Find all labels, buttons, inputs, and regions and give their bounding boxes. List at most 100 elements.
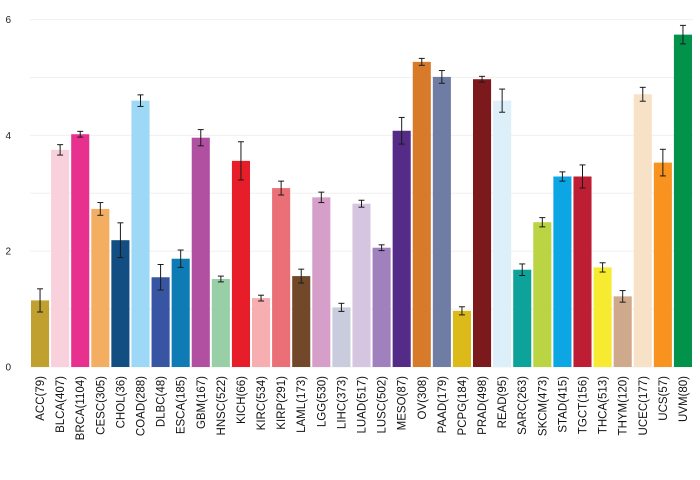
bar [332,307,351,367]
error-bar [499,88,506,113]
error-bar [97,202,104,216]
error-bar [599,262,606,273]
error-bar [157,264,164,291]
y-tick-label: 4 [5,131,11,142]
x-tick-label: COAD(288) [136,376,148,436]
x-tick-label: LUSC(502) [377,376,389,434]
error-bar [197,129,204,147]
bar [432,76,451,367]
error-bar [438,70,445,84]
error-bar [258,294,265,302]
x-tick-label: KIRP(291) [276,376,288,430]
x-tick-label: LAML(173) [296,376,308,433]
error-bar [458,306,465,316]
x-tick-label: DLBC(48) [156,376,168,427]
bar [111,240,130,367]
x-tick-label: SKCM(473) [537,376,549,436]
bar [131,100,150,367]
bar [533,222,552,367]
error-bar [177,249,184,268]
y-axis-ticks: 0 2 4 6 [5,15,11,373]
bar [452,310,471,367]
error-bar [579,164,586,189]
error-bar [137,94,144,107]
x-tick-label: READ(95) [497,376,509,429]
bar [613,296,632,367]
x-tick-label: ESCA(185) [176,376,188,434]
error-bar [639,86,646,102]
x-tick-label: STAD(415) [557,376,569,433]
x-tick-label: BRCA(1104) [75,376,87,441]
error-bar [358,199,365,208]
error-bar [338,302,345,312]
y-tick-label: 2 [5,247,11,258]
error-bar [298,268,305,284]
error-bar [659,148,666,177]
y-tick-label: 0 [5,363,11,374]
error-bar [479,75,486,83]
bar [292,276,311,367]
error-bar [37,288,44,313]
bar [513,269,532,367]
error-bar [559,171,566,182]
bar [473,79,492,367]
bar [211,278,230,367]
error-bar [539,217,546,228]
x-tick-label: UCS(57) [658,376,670,421]
x-tick-label: LGG(530) [316,376,328,427]
error-bar [278,180,285,196]
error-bar [117,222,124,259]
bar [91,208,110,367]
bar [51,149,70,367]
x-tick-label: PCPG(184) [457,376,469,436]
x-tick-label: GBM(167) [196,376,208,429]
x-axis-labels: ACC(79) BLCA(407) BRCA(1104) CESC(305) CHOL(… [35,376,690,441]
error-bar [217,275,224,283]
bar [372,247,391,367]
bar [392,130,411,367]
error-bars [37,24,686,316]
error-bar [237,141,244,181]
error-bar [57,144,64,156]
x-tick-label: LUAD(517) [357,376,369,434]
x-tick-label: TGCT(156) [578,376,590,434]
bar [493,100,512,367]
x-tick-label: KICH(66) [236,376,248,424]
error-bar [679,24,686,45]
bar [71,134,90,367]
bar [573,176,592,367]
error-bar [619,290,626,303]
error-bar [378,244,385,252]
x-tick-label: CESC(305) [95,376,107,435]
x-tick-label: LIHC(373) [336,376,348,429]
bar [593,267,612,367]
bars [31,34,692,367]
bar [31,300,50,367]
bar [352,203,371,367]
error-bar [418,57,425,66]
error-bar [318,191,325,204]
bar [171,258,190,367]
error-bar [519,263,526,277]
x-tick-label: PRAD(498) [477,376,489,435]
x-tick-label: THCA(513) [598,376,610,434]
x-tick-label: UCEC(177) [638,376,650,436]
bar [191,137,210,367]
bar [653,162,672,367]
x-tick-label: KIRC(534) [256,376,268,430]
bar [151,277,170,367]
x-tick-label: CHOL(36) [115,376,127,429]
bar [633,94,652,367]
error-bar [398,116,405,145]
error-bar [77,130,84,138]
bar [673,34,692,367]
bar [312,197,331,367]
x-tick-label: SARC(263) [517,376,529,435]
bar [272,188,291,367]
bar [252,298,271,367]
x-tick-label: MESO(87) [397,376,409,430]
x-tick-label: UVM(80) [678,376,690,422]
x-tick-label: ACC(79) [35,376,47,421]
bar [553,176,572,367]
